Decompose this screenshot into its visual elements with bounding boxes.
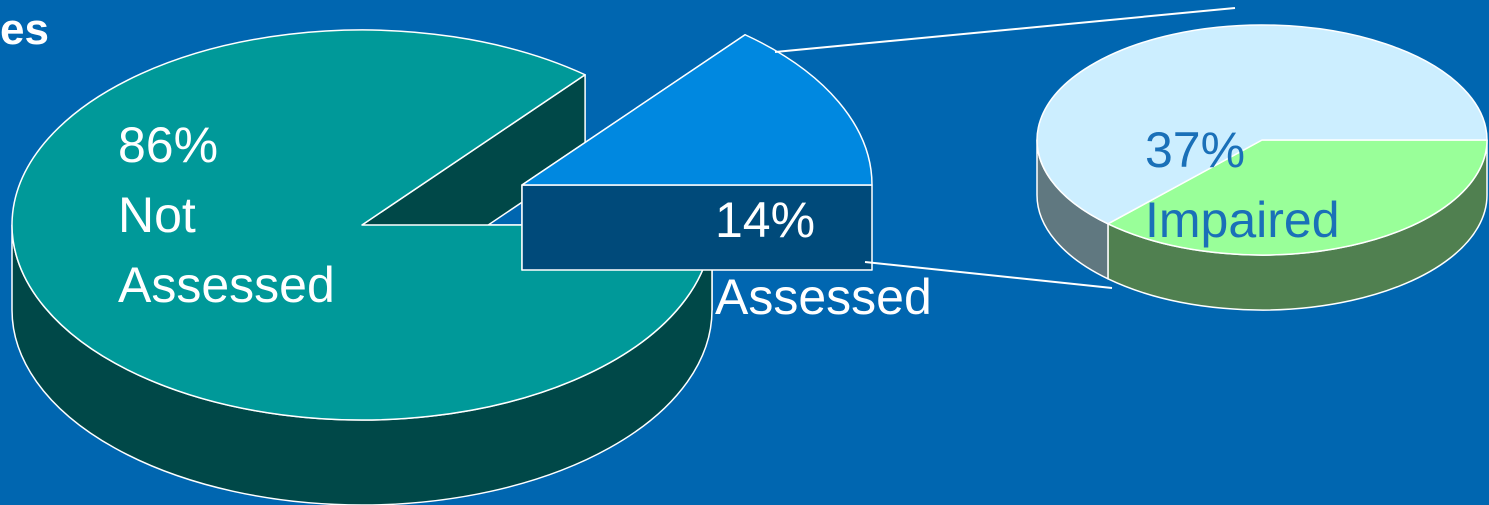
slice-wall xyxy=(521,184,873,271)
slice xyxy=(1036,24,1488,225)
slice-label: Impaired xyxy=(1145,192,1340,248)
slice-label: Assessed xyxy=(715,269,932,325)
slice xyxy=(521,33,873,186)
connector xyxy=(774,7,1236,53)
chart-title: es xyxy=(0,5,49,54)
connector xyxy=(864,261,1113,289)
value-label: 37% xyxy=(1145,122,1246,178)
slice xyxy=(11,29,713,421)
slice xyxy=(1107,139,1488,256)
value-label: 86% xyxy=(118,117,219,173)
slice-label: Not Assessed xyxy=(118,187,335,313)
value-label: 14% xyxy=(715,192,816,248)
